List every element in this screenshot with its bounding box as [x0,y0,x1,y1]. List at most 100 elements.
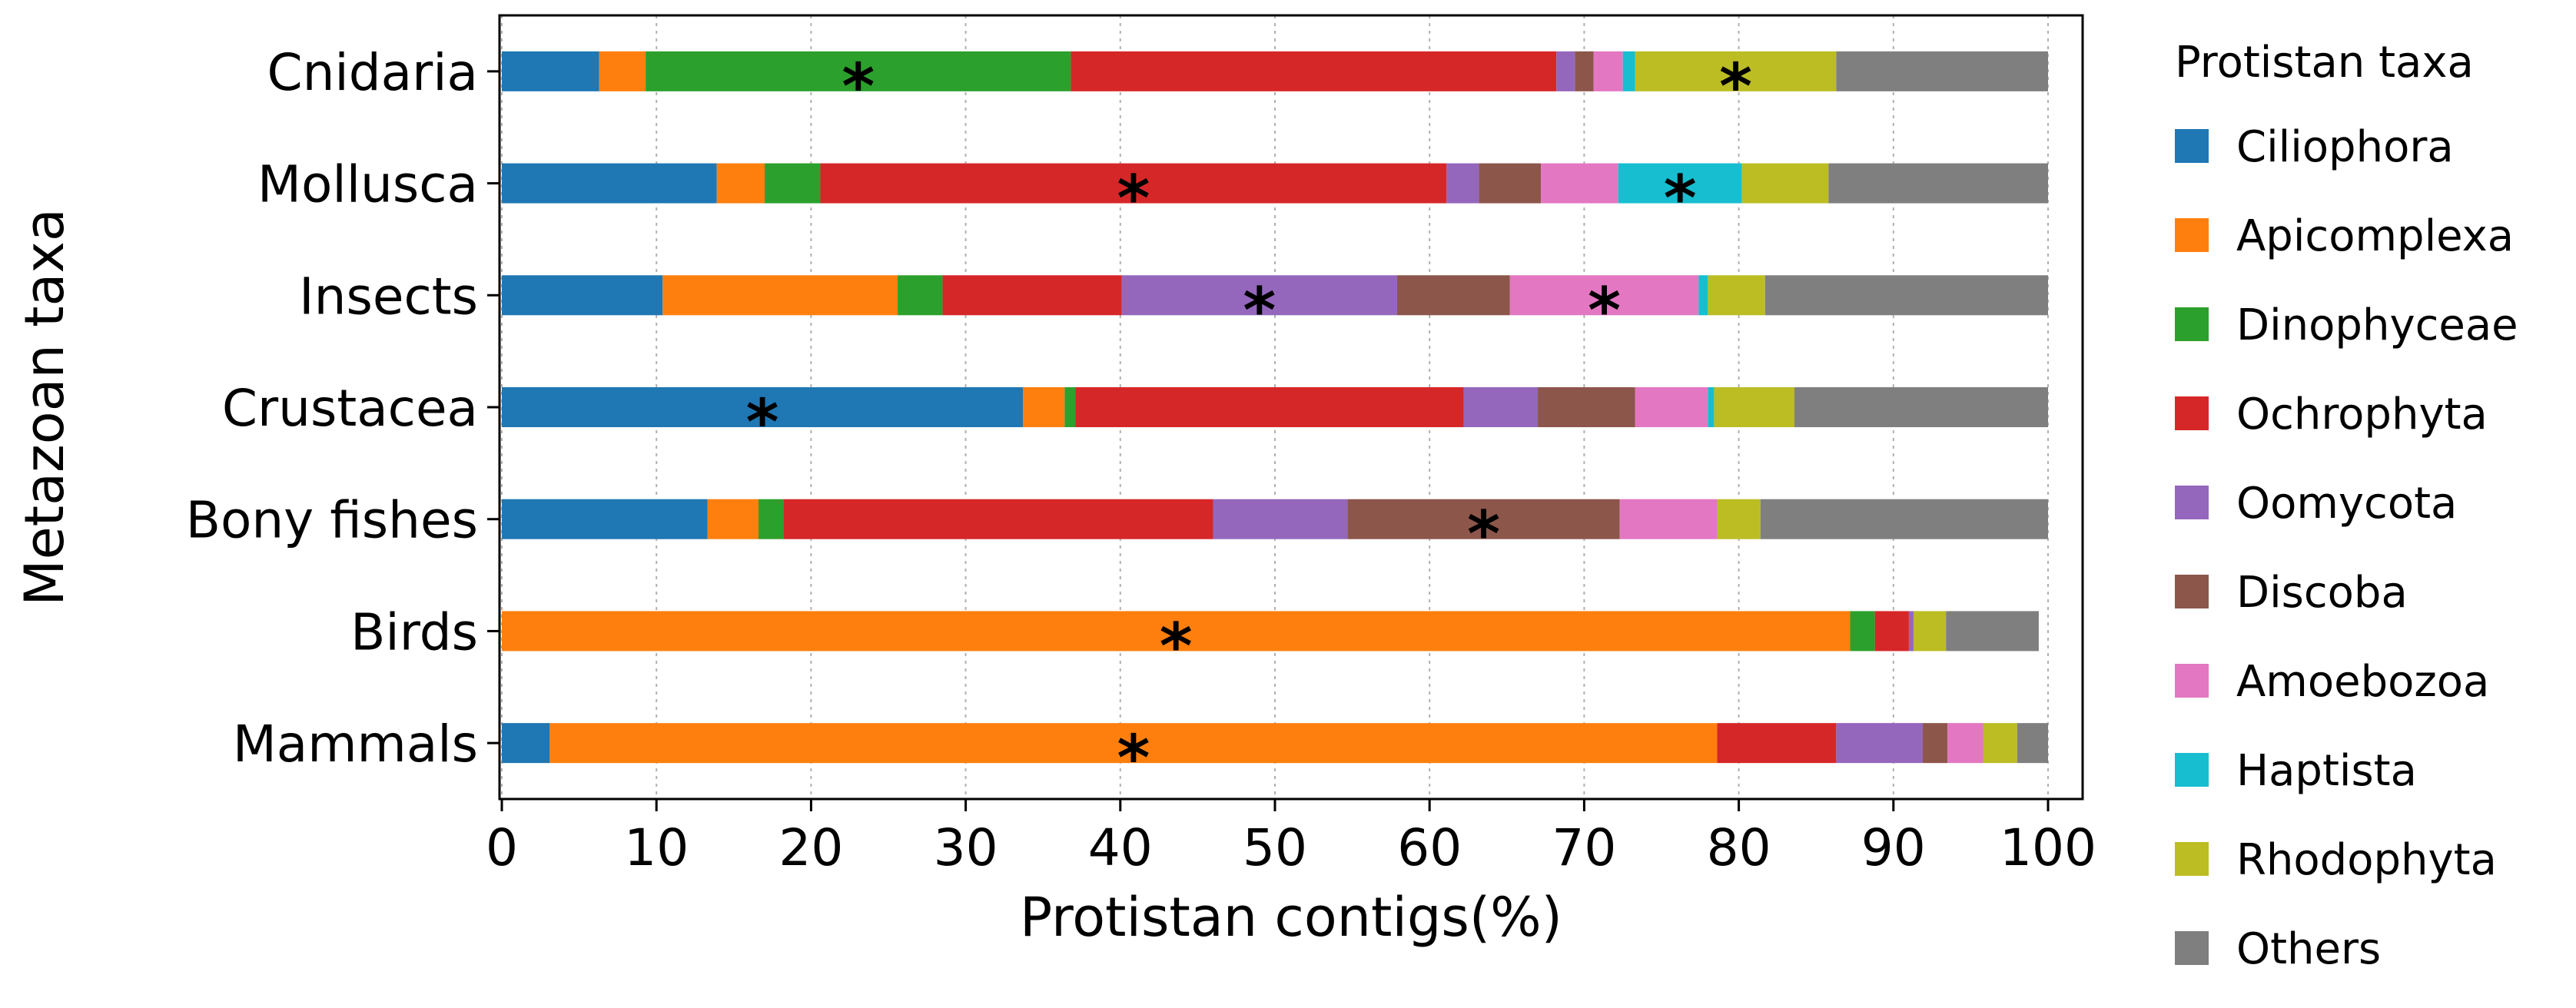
legend-swatch [2175,307,2209,341]
legend-label: Ciliophora [2236,122,2454,172]
bar-segment [1622,51,1635,91]
significance-star: * [1160,610,1193,683]
x-tick-label: 80 [1707,818,1771,877]
bar-segment [1509,275,1699,316]
legend-label: Haptista [2236,746,2417,796]
y-tick-label: Mollusca [257,155,478,214]
bar-segment [2017,723,2048,764]
bar-segment [716,163,765,204]
significance-star: * [1117,722,1150,795]
bar-segment [1850,611,1875,652]
bar-segment [1075,387,1464,427]
bar-segment [662,275,898,316]
bars [502,51,2048,764]
legend-swatch [2175,575,2209,608]
bar-segment [1213,499,1348,539]
significance-star: * [1664,163,1697,236]
x-tick-label: 100 [2000,818,2096,877]
bar-segment [707,499,759,539]
significance-star: * [1243,274,1276,347]
legend-swatch [2175,396,2209,430]
bar-segment [758,499,784,539]
legend-label: Others [2236,924,2381,974]
bar-segment [1708,387,1715,427]
bar-segment [1575,51,1594,91]
legend-swatch [2175,842,2209,876]
x-tick-label: 90 [1861,818,1926,877]
significance-star: * [1467,499,1500,572]
bar-segment [502,275,663,316]
bar-segment [1071,51,1557,91]
legend-label: Oomycota [2236,479,2457,529]
bar-segment [1741,163,1829,204]
x-axis-title: Protistan contigs(%) [1020,886,1562,949]
bar-segment [1556,51,1575,91]
bar-segment [1828,163,2048,204]
bar-segment [820,163,1447,204]
bar-segment [1923,723,1948,764]
x-tick-label: 10 [624,818,689,877]
bar-segment [502,51,599,91]
x-tick-label: 20 [778,818,843,877]
bar-segment [1635,387,1708,427]
legend-label: Ochrophyta [2236,390,2488,439]
legend-title: Protistan taxa [2175,38,2474,88]
y-axis-title: Metazoan taxa [13,208,76,606]
x-tick-label: 30 [934,818,998,877]
bar-segment [1717,723,1837,764]
legend-label: Discoba [2236,568,2408,618]
bar-segment [502,163,717,204]
bar-segment [1764,275,2048,316]
bar-segment [549,723,1718,764]
y-tick-label: Cnidaria [267,43,478,102]
legend-label: Apicomplexa [2236,211,2514,261]
significance-star: * [842,51,875,124]
legend: Protistan taxa Ciliophora Apicomplexa Dino… [2175,38,2518,974]
bar-segment [1121,275,1397,316]
bar-segment [1794,387,2048,427]
bar-segment [1064,387,1076,427]
bar-segment [599,51,646,91]
significance-star: * [1719,51,1752,124]
y-tick-label: Crustacea [222,379,478,438]
x-tick-label: 40 [1088,818,1153,877]
bar-segment [1983,723,2017,764]
legend-label: Amoebozoa [2236,657,2489,707]
significance-star: * [746,386,779,459]
bar-segment [1618,163,1742,204]
legend-swatch [2175,218,2209,252]
bar-segment [1836,723,1924,764]
significance-markers: * ** ** ***** [746,51,1752,795]
bar-segment [1760,499,2048,539]
legend-label: Rhodophyta [2236,835,2497,885]
bar-segment [1396,275,1510,316]
bar-segment [1836,51,2048,91]
bar-segment [783,499,1213,539]
bar-segment [765,163,821,204]
bar-segment [1947,723,1983,764]
y-axis: Cnidaria Mollusca Insects Crustacea Bony fis… [186,43,500,774]
bar-segment [1538,387,1635,427]
y-tick-label: Mammals [233,715,478,774]
bar-segment [1541,163,1618,204]
legend-swatch [2175,753,2209,787]
bar-segment [1619,499,1718,539]
bar-segment [1463,387,1539,427]
bar-segment [1913,611,1947,652]
bar-segment [1593,51,1623,91]
y-tick-label: Bony fishes [186,491,478,550]
bar-segment [1908,611,1914,652]
significance-star: * [1588,274,1621,347]
bar-segment [502,611,1851,652]
bar-segment [1946,611,2039,652]
bar-segment [1717,499,1761,539]
bar-segment [1347,499,1620,539]
legend-swatch [2175,129,2209,163]
bar-segment [1714,387,1795,427]
y-tick-label: Insects [299,267,478,326]
bar-segment [1698,275,1708,316]
x-axis: 0 10 20 30 40 50 60 70 80 90 100 [486,799,2096,877]
bar-segment [1023,387,1065,427]
legend-label: Dinophyceae [2236,300,2518,350]
